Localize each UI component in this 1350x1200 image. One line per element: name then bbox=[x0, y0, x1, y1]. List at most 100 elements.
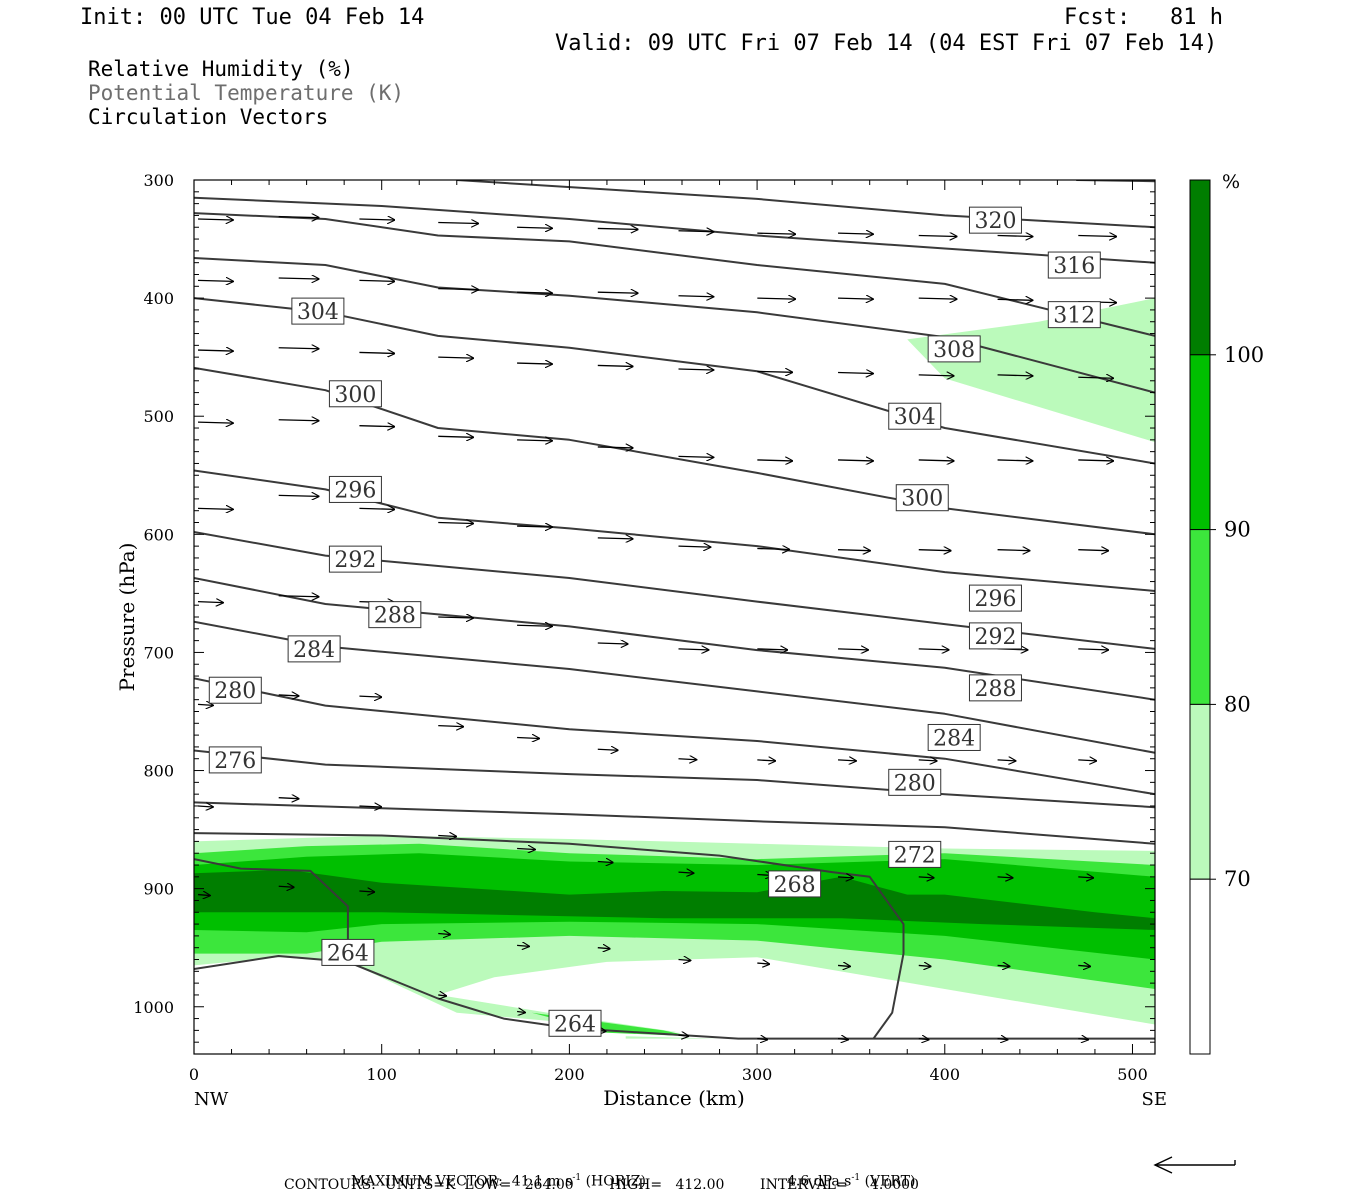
theta-contour-264-0 bbox=[194, 955, 1155, 1040]
rh-region-70-1 bbox=[907, 298, 1155, 443]
circulation-vector-37 bbox=[278, 420, 319, 421]
circulation-vector-55 bbox=[757, 548, 789, 549]
circulation-vector-56 bbox=[838, 550, 870, 551]
contour-label-296-10: 296 bbox=[968, 584, 1022, 612]
contour-label-text: 304 bbox=[297, 300, 339, 325]
circulation-vector-105 bbox=[918, 965, 931, 966]
contour-label-text: 308 bbox=[933, 338, 975, 363]
circulation-vector-85 bbox=[278, 798, 299, 799]
circulation-vector-30 bbox=[678, 369, 714, 370]
contour-label-276-17: 276 bbox=[208, 746, 262, 774]
circulation-vector-19 bbox=[757, 298, 795, 299]
circulation-vector-2 bbox=[359, 219, 394, 220]
circulation-vector-40 bbox=[517, 440, 552, 441]
contour-label-280-18: 280 bbox=[888, 768, 942, 796]
circulation-vector-83 bbox=[1078, 760, 1096, 761]
circulation-vector-76 bbox=[517, 737, 539, 738]
circulation-vector-52 bbox=[517, 526, 552, 527]
contour-label-288-14: 288 bbox=[968, 674, 1022, 702]
contour-label-264-21: 264 bbox=[321, 938, 375, 966]
colorbar-segment-2 bbox=[1189, 529, 1211, 705]
contour-label-text: 296 bbox=[974, 587, 1016, 612]
circulation-vector-4 bbox=[517, 227, 552, 228]
colorbar-label-100: 100 bbox=[1224, 343, 1264, 367]
y-tick-label-500: 500 bbox=[143, 407, 174, 426]
x-tick-label-0: 0 bbox=[189, 1065, 199, 1084]
circulation-vector-8 bbox=[838, 233, 873, 234]
circulation-vector-107 bbox=[1078, 965, 1090, 966]
circulation-vector-77 bbox=[597, 749, 618, 750]
circulation-vector-100 bbox=[517, 945, 529, 946]
contour-label-box bbox=[548, 1009, 602, 1037]
contour-label-304-4: 304 bbox=[291, 297, 345, 325]
vert-exponent: -1 bbox=[851, 1173, 861, 1183]
theta-contour-320-15 bbox=[456, 180, 1155, 229]
circulation-vector-3 bbox=[438, 223, 478, 224]
contour-label-264-22: 264 bbox=[548, 1009, 602, 1037]
circulation-vector-1 bbox=[278, 217, 319, 218]
circulation-vector-6 bbox=[678, 231, 714, 232]
contour-label-text: 280 bbox=[894, 771, 936, 796]
contour-label-box bbox=[895, 484, 949, 512]
circulation-vector-5 bbox=[597, 228, 638, 229]
circulation-vector-47 bbox=[1078, 460, 1113, 461]
circulation-vector-67 bbox=[757, 649, 787, 650]
circulation-vector-97 bbox=[278, 886, 294, 887]
circulation-vector-99 bbox=[438, 934, 450, 935]
contour-label-304-6: 304 bbox=[888, 402, 942, 430]
circulation-vector-33 bbox=[918, 375, 954, 376]
theta-contour-288-7 bbox=[194, 577, 1155, 701]
circulation-vector-64 bbox=[517, 625, 552, 626]
contour-label-288-11: 288 bbox=[368, 601, 422, 629]
x-tick-label-200: 200 bbox=[554, 1065, 585, 1084]
contour-label-text: 288 bbox=[374, 604, 416, 629]
contour-label-300-5: 300 bbox=[328, 380, 382, 408]
circulation-vector-75 bbox=[438, 726, 463, 727]
theta-contour-280-5 bbox=[194, 677, 1155, 796]
circulation-vector-12 bbox=[197, 280, 233, 281]
init-time: Init: 00 UTC Tue 04 Feb 14 bbox=[80, 5, 425, 30]
contour-label-296-7: 296 bbox=[328, 475, 382, 503]
circulation-vector-88 bbox=[517, 848, 535, 849]
circulation-vector-32 bbox=[838, 373, 873, 374]
x-end-label-right: SE bbox=[1142, 1089, 1167, 1110]
contour-label-text: 284 bbox=[933, 726, 975, 751]
contour-label-box bbox=[1047, 251, 1101, 279]
colorbar: 100 90 80 70% bbox=[1189, 171, 1264, 1055]
circulation-vector-63 bbox=[438, 617, 473, 618]
circulation-vector-87 bbox=[438, 836, 456, 837]
circulation-vector-84 bbox=[197, 806, 213, 807]
contour-label-272-19: 272 bbox=[888, 840, 942, 868]
circulation-vector-89 bbox=[597, 861, 613, 862]
contour-label-box bbox=[368, 601, 422, 629]
contour-label-text: 304 bbox=[894, 405, 936, 430]
circulation-vector-111 bbox=[678, 1035, 689, 1036]
circulation-vector-69 bbox=[918, 649, 949, 650]
circulation-vector-51 bbox=[438, 523, 473, 524]
vert-value: 4.6 dPa s bbox=[786, 1173, 852, 1190]
circulation-vector-61 bbox=[278, 596, 319, 597]
circulation-vector-78 bbox=[678, 759, 697, 760]
x-tick-label-500: 500 bbox=[1117, 1065, 1148, 1084]
horiz-value: 41.1 m s bbox=[511, 1173, 573, 1190]
contour-label-box bbox=[291, 297, 345, 325]
circulation-vector-54 bbox=[678, 546, 711, 547]
y-tick-label-600: 600 bbox=[143, 525, 174, 544]
y-tick-label-1000: 1000 bbox=[133, 998, 174, 1017]
circulation-vector-104 bbox=[837, 965, 850, 966]
valid-time: Valid: 09 UTC Fri 07 Feb 14 (04 EST Fri … bbox=[555, 31, 1218, 56]
contour-label-284-13: 284 bbox=[287, 635, 341, 663]
circulation-vector-38 bbox=[359, 426, 394, 427]
relative-humidity-shading bbox=[194, 298, 1155, 1039]
contour-label-292-12: 292 bbox=[968, 622, 1022, 650]
x-tick-label-100: 100 bbox=[366, 1065, 397, 1084]
circulation-vector-74 bbox=[359, 696, 381, 697]
contour-label-300-8: 300 bbox=[895, 484, 949, 512]
contour-label-box bbox=[968, 674, 1022, 702]
circulation-vector-80 bbox=[838, 760, 856, 761]
circulation-vector-7 bbox=[757, 233, 795, 234]
circulation-vector-31 bbox=[757, 371, 792, 372]
contour-label-box bbox=[888, 768, 942, 796]
contour-label-text: 284 bbox=[293, 638, 335, 663]
contour-label-284-16: 284 bbox=[927, 723, 981, 751]
